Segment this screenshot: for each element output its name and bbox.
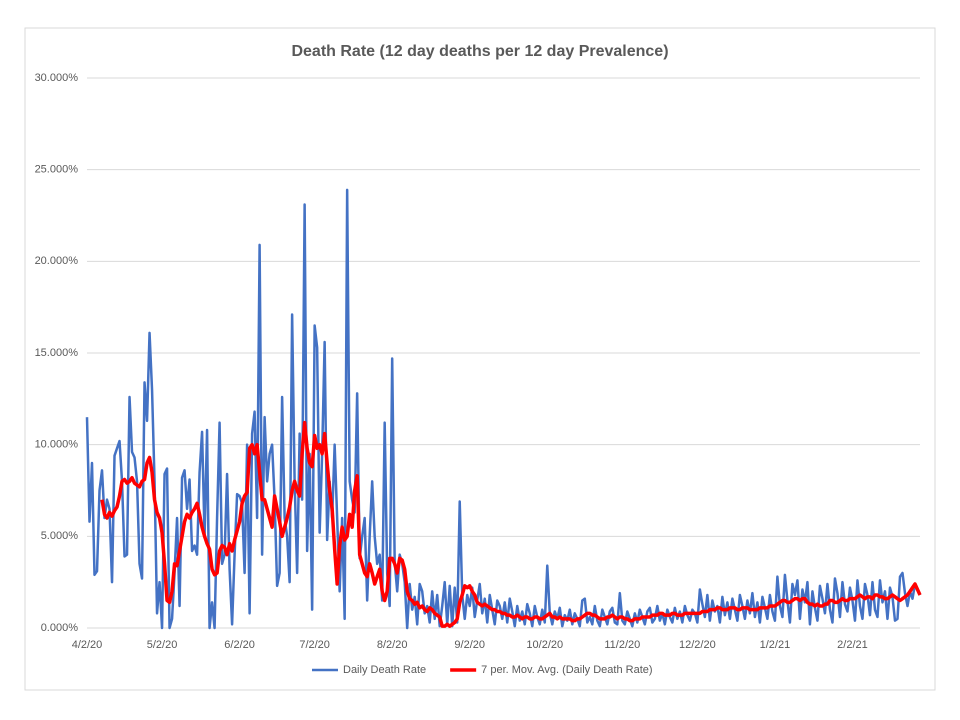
x-tick-label: 7/2/20 (299, 639, 330, 651)
x-tick-label: 5/2/20 (147, 639, 178, 651)
x-tick-label: 8/2/20 (377, 639, 408, 651)
y-tick-label: 15.000% (35, 347, 79, 359)
y-tick-label: 10.000% (35, 439, 79, 451)
data-line (100, 420, 922, 628)
y-tick-label: 5.000% (41, 530, 79, 542)
x-tick-label: 1/2/21 (760, 639, 791, 651)
legend-label: 7 per. Mov. Avg. (Daily Death Rate) (481, 664, 652, 676)
x-tick-label: 2/2/21 (837, 639, 868, 651)
x-tick-label: 6/2/20 (224, 639, 255, 651)
y-tick-label: 25.000% (35, 164, 79, 176)
legend-label: Daily Death Rate (343, 664, 426, 676)
chart-title: Death Rate (12 day deaths per 12 day Pre… (291, 43, 668, 60)
x-tick-label: 4/2/20 (72, 639, 103, 651)
data-line (85, 188, 922, 630)
x-tick-label: 9/2/20 (454, 639, 485, 651)
chart-frame (24, 27, 936, 691)
x-tick-label: 10/2/20 (526, 639, 563, 651)
x-tick-label: 11/2/20 (604, 639, 640, 651)
x-tick-label: 12/2/20 (679, 639, 716, 651)
y-tick-label: 30.000% (35, 72, 79, 84)
y-tick-label: 0.000% (41, 622, 79, 634)
y-tick-label: 20.000% (35, 255, 79, 267)
